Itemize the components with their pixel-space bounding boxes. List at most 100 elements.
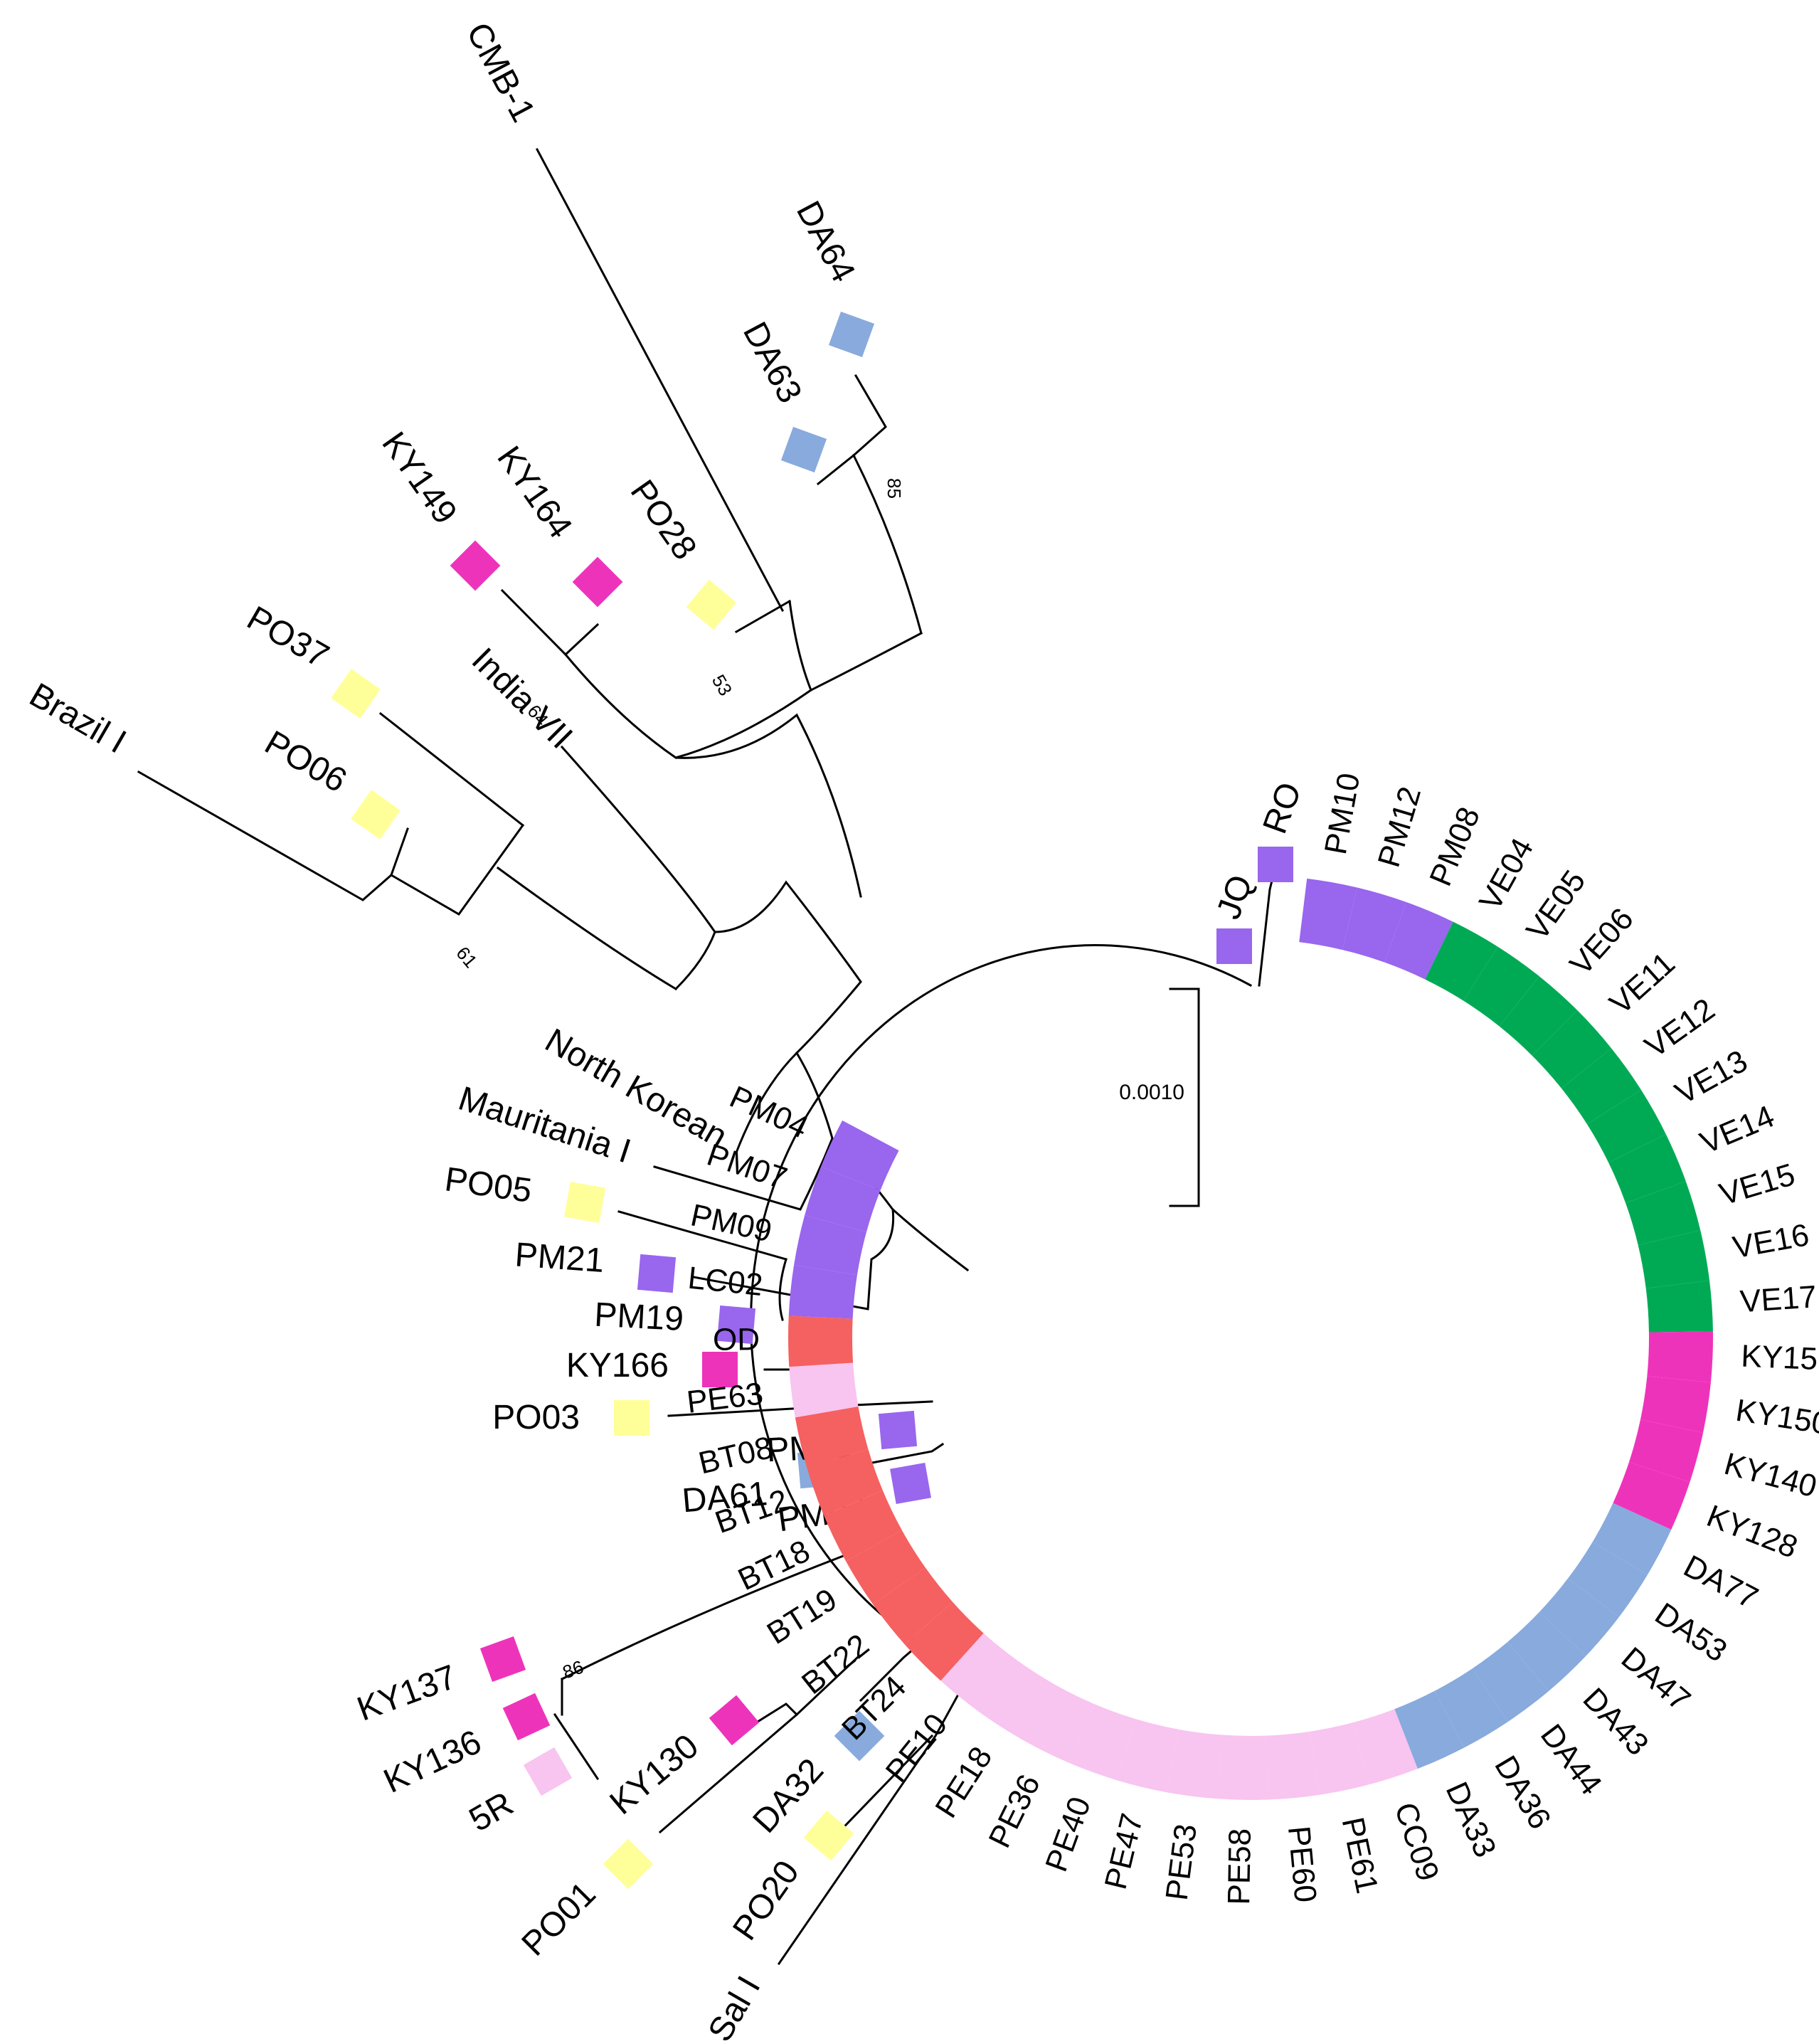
label-india: India VII [465,641,580,756]
arc-label-ve04: VE04 [1473,832,1540,916]
arc-segment-pe40 [1068,1704,1136,1781]
branch-ky164 [563,623,600,657]
arc-label-pe10: PE10 [879,1707,955,1789]
arc-segment-pe58 [1217,1735,1268,1800]
label-ky130: KY130 [603,1727,706,1822]
arc-segment-da36 [1434,1668,1508,1748]
arc-label-ve12: VE12 [1638,992,1721,1064]
branch-po28-join [788,600,812,692]
branch-pm19 [778,1258,787,1321]
label-ky137: KY137 [352,1658,462,1729]
branch-north-korean [735,1051,834,1154]
label-po03: PO03 [492,1399,580,1436]
arc-label-od: OD [713,1322,760,1357]
branch-po-clade [496,866,678,991]
central-arc-branch [750,944,1253,1658]
scale-bar: 0.0010 [1119,987,1200,1207]
branch-po20 [827,1734,934,1845]
arc-label-bt08: BT08 [695,1430,776,1481]
arc-segment-pm08 [1384,901,1453,980]
branch-pm11 [852,1389,933,1407]
branch-po06 [390,827,409,877]
arc-label-ky128: KY128 [1702,1498,1803,1565]
label-ro: RO [1256,778,1309,839]
label-ky166: KY166 [566,1347,669,1384]
arc-segment-da33 [1394,1690,1465,1769]
label-jq: JQ [1210,870,1261,924]
arc-label-ve14: VE14 [1695,1098,1779,1160]
arc-label-pm09: PM09 [688,1197,775,1249]
arc-label-ve06: VE06 [1563,901,1640,982]
arc-segment-pm04 [820,1120,899,1191]
label-da63: DA63 [736,316,809,409]
branch-ky137 [560,1542,876,1681]
arc-segment-bt22 [873,1567,953,1645]
label-5r: 5R [463,1785,520,1840]
arc-segment-da43 [1507,1611,1586,1691]
marker-pm19 [716,1305,756,1345]
arc-segment-bt12 [807,1449,884,1515]
arc-label-da47: DA47 [1615,1641,1697,1718]
arc-segment-pe47 [1117,1719,1179,1793]
branch-ky136 [553,1712,600,1781]
branch-ky149 [500,588,568,657]
arc-segment-pe63 [789,1362,859,1418]
arc-label-pe61: PE61 [1335,1814,1385,1896]
arc-label-ve17: VE17 [1739,1279,1818,1319]
marker-po28 [686,579,737,630]
marker-po37 [331,669,381,719]
arc-label-da53: DA53 [1649,1596,1734,1668]
arc-segment-ve12 [1561,1048,1641,1125]
branch-left-join [674,880,862,1055]
marker-po06 [351,790,401,840]
arc-label-da36: DA36 [1487,1750,1557,1836]
label-ky149: KY149 [374,425,464,531]
label-po37: PO37 [240,599,335,675]
arc-label-da33: DA33 [1439,1776,1503,1862]
arc-label-pe36: PE36 [982,1769,1047,1853]
arc-segment-ve11 [1532,1010,1612,1089]
marker-po05 [564,1182,605,1223]
label-po06: PO06 [258,724,353,800]
arc-label-bt19: BT19 [761,1582,843,1651]
arc-segment-cc09 [1352,1709,1418,1785]
marker-po01 [603,1838,654,1890]
label-po05: PO05 [442,1160,534,1210]
marker-da63 [780,426,827,473]
arc-segment-ve16 [1638,1230,1710,1288]
branch-ky130 [755,1703,799,1724]
branch-cmb1 [535,147,785,613]
branch-po28 [734,599,792,634]
marker-ky166 [702,1352,738,1387]
arc-segment-pm09 [794,1214,866,1276]
arc-label-da43: DA43 [1576,1681,1655,1762]
label-pm19: PM19 [593,1296,684,1338]
arc-label-ve11: VE11 [1603,946,1681,1021]
arc-label-ky140: KY140 [1721,1446,1819,1505]
branch-upper-join [675,631,923,898]
label-sal: Sal I [701,1970,768,2044]
arc-segment-ve13 [1586,1089,1666,1163]
marker-ro [1258,847,1293,882]
arc-segment-bt08 [795,1406,869,1468]
scale-bar-label: 0.0010 [1119,1081,1184,1104]
arc-segment-ve14 [1608,1134,1686,1203]
label-po20: PO20 [726,1854,807,1947]
arc-label-pe63: PE63 [685,1376,765,1419]
arc-segment-bt19 [846,1530,926,1605]
arc-label-bt22: BT22 [795,1627,876,1701]
arc-segment-da44 [1472,1642,1549,1722]
label-po01: PO01 [515,1875,603,1963]
arc-segment-da77 [1592,1503,1672,1575]
arc-segment-ve06 [1499,976,1578,1056]
branch-pm21 [692,1207,970,1310]
branch-india [560,745,717,934]
marker-ky130 [709,1695,760,1746]
marker-po20 [803,1810,854,1861]
arc-segment-od [788,1315,854,1367]
branch-brazil [137,770,393,901]
arc-segment-ky140 [1628,1419,1704,1483]
arc-label-ve16: VE16 [1730,1217,1812,1265]
arc-segment-lc02 [788,1265,857,1319]
marker-pm03 [890,1463,931,1504]
